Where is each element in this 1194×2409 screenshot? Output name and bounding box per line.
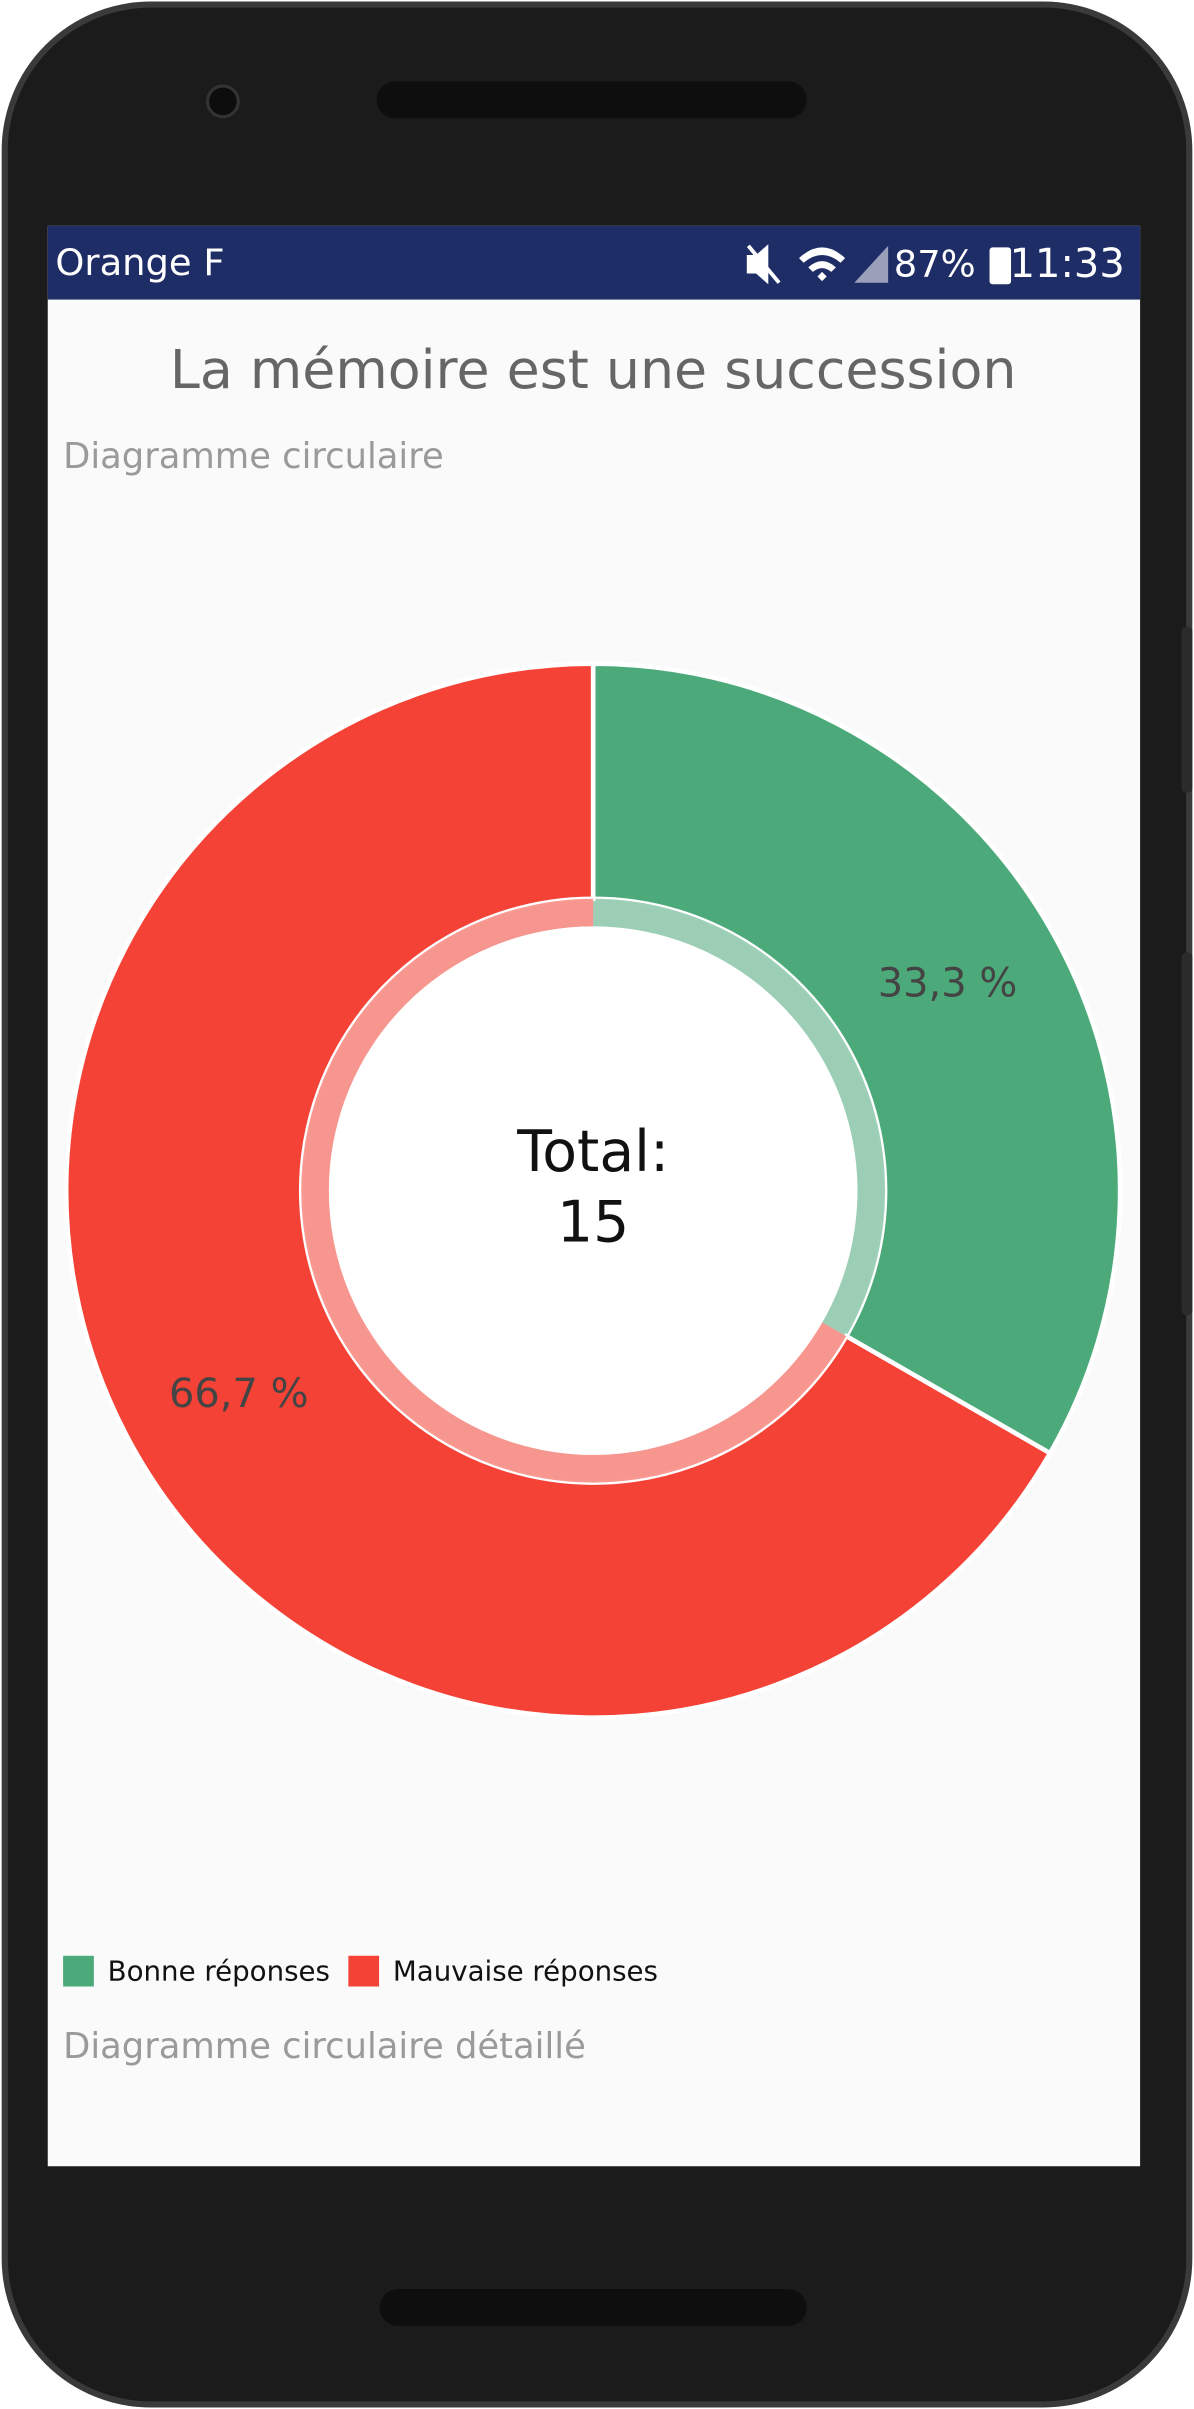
legend-swatch <box>63 1955 94 1987</box>
signal-icon <box>854 245 889 283</box>
speaker <box>376 81 807 119</box>
section-title: Diagramme circulaire <box>63 436 444 477</box>
battery-icon <box>989 247 1012 285</box>
clock: 11:33 <box>1010 241 1125 287</box>
mute-icon <box>746 244 769 285</box>
side-button <box>1181 626 1193 793</box>
center-label: Total: <box>516 1119 669 1185</box>
legend-label: Bonne réponses <box>108 1955 330 1988</box>
legend: Bonne réponses Mauvaise réponses <box>63 1955 658 1988</box>
donut-hole <box>328 926 858 1455</box>
mute-slash <box>746 244 781 284</box>
value-label: 33,3 % <box>878 961 1018 1007</box>
center-value: 15 <box>557 1190 629 1256</box>
status-bar <box>47 225 1141 300</box>
page-title: La mémoire est une succession <box>170 338 1017 401</box>
section-title: Diagramme circulaire détaillé <box>63 2026 586 2067</box>
wifi-icon <box>799 247 846 282</box>
pie-chart: 33,3 % 66,7 % <box>63 661 1123 1720</box>
status-icons <box>746 244 1012 285</box>
speaker <box>379 2289 807 2327</box>
legend-label: Mauvaise réponses <box>393 1955 658 1988</box>
camera <box>205 84 240 119</box>
carrier: Orange F <box>55 241 224 284</box>
slice-inner-ring <box>593 898 886 1337</box>
battery-level: 87% <box>894 242 976 285</box>
legend-swatch <box>348 1955 380 1987</box>
side-button <box>1181 952 1193 1316</box>
value-label: 66,7 % <box>169 1371 309 1417</box>
